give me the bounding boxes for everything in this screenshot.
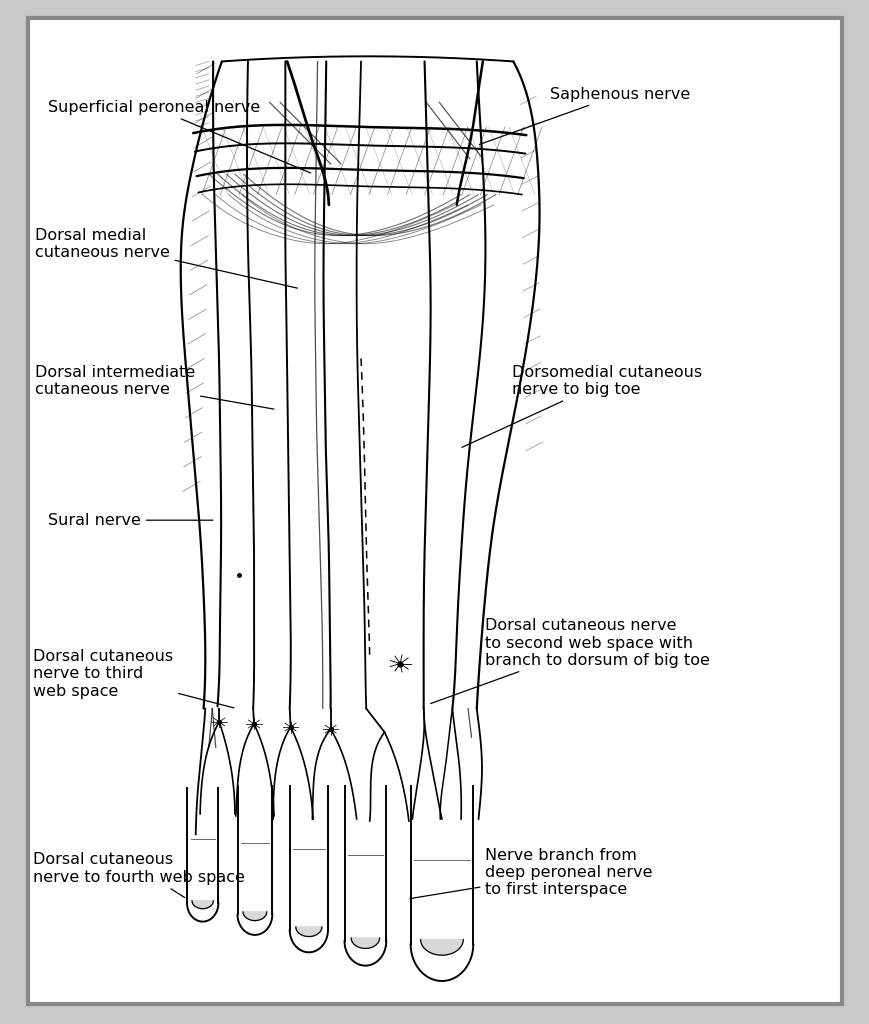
Polygon shape xyxy=(192,901,213,908)
Text: Dorsal medial
cutaneous nerve: Dorsal medial cutaneous nerve xyxy=(35,227,297,288)
FancyBboxPatch shape xyxy=(28,18,841,1004)
Text: Saphenous nerve: Saphenous nerve xyxy=(479,87,689,144)
Text: Dorsal cutaneous
nerve to fourth web space: Dorsal cutaneous nerve to fourth web spa… xyxy=(33,852,245,898)
Text: Nerve branch from
deep peroneal nerve
to first interspace: Nerve branch from deep peroneal nerve to… xyxy=(409,848,653,899)
Text: Sural nerve: Sural nerve xyxy=(48,513,213,527)
Text: Superficial peroneal nerve: Superficial peroneal nerve xyxy=(48,100,310,173)
Text: Dorsal cutaneous
nerve to third
web space: Dorsal cutaneous nerve to third web spac… xyxy=(33,649,234,708)
Text: Dorsomedial cutaneous
nerve to big toe: Dorsomedial cutaneous nerve to big toe xyxy=(461,365,701,447)
Polygon shape xyxy=(351,938,379,948)
Text: Dorsal intermediate
cutaneous nerve: Dorsal intermediate cutaneous nerve xyxy=(35,365,274,410)
Polygon shape xyxy=(421,940,462,955)
Polygon shape xyxy=(295,927,322,937)
Polygon shape xyxy=(242,911,267,921)
Text: Dorsal cutaneous nerve
to second web space with
branch to dorsum of big toe: Dorsal cutaneous nerve to second web spa… xyxy=(430,618,709,703)
